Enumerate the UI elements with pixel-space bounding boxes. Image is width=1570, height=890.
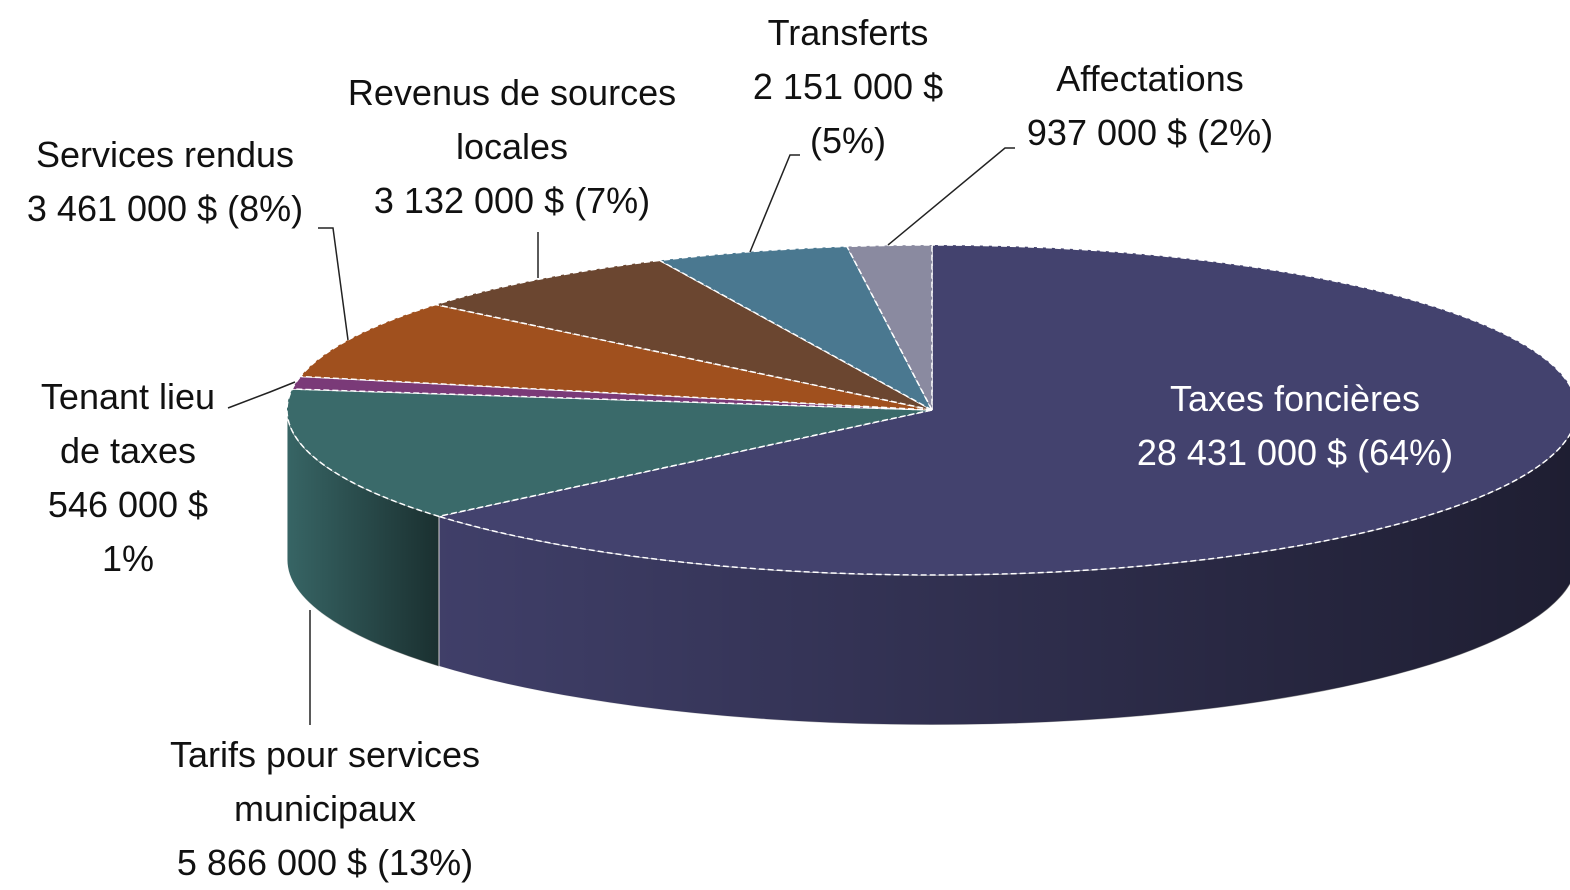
value-label: 2 151 000 $ (5%) [752, 66, 944, 161]
category-label: Revenus de sources locales [347, 72, 677, 167]
category-label: Services rendus [35, 134, 295, 175]
value-label: 3 461 000 $ (8%) [26, 188, 304, 229]
category-label: Transferts [767, 12, 929, 53]
category-label: Affectations [1056, 58, 1244, 99]
pie-slice [298, 303, 933, 411]
slice-label: Tenant lieu de taxes 546 000 $ 1% [28, 370, 228, 586]
side-shade [438, 434, 1570, 725]
leader-line [227, 381, 296, 409]
slice-label: Transferts 2 151 000 $ (5%) [728, 6, 968, 168]
pie-slice [657, 245, 934, 412]
slice-label: Services rendus 3 461 000 $ (8%) [5, 128, 325, 236]
value-label: 937 000 $ (2%) [1026, 112, 1274, 153]
leader-line [887, 147, 1015, 246]
leader-line [318, 227, 349, 341]
value-label: 3 132 000 $ (7%) [373, 180, 651, 221]
slice-label: Affectations 937 000 $ (2%) [990, 52, 1310, 160]
pie-slice [432, 259, 933, 411]
slice-label: Tarifs pour services municipaux 5 866 000… [125, 728, 525, 890]
pie-slice [845, 244, 933, 411]
leader-line [749, 154, 800, 253]
category-label: Tarifs pour services municipaux [169, 734, 481, 829]
value-label: 546 000 $ 1% [47, 484, 209, 579]
slice-label: Taxes foncières 28 431 000 $ (64%) [1095, 372, 1495, 480]
category-label: Tenant lieu de taxes [40, 376, 216, 471]
value-label: 28 431 000 $ (64%) [1136, 432, 1454, 473]
pie-slice [435, 244, 1570, 576]
side-shade [287, 410, 439, 667]
category-label: Taxes foncières [1169, 378, 1421, 419]
pie-slice [286, 388, 933, 518]
slice-label: Revenus de sources locales 3 132 000 $ (7… [322, 66, 702, 228]
value-label: 5 866 000 $ (13%) [176, 842, 474, 883]
